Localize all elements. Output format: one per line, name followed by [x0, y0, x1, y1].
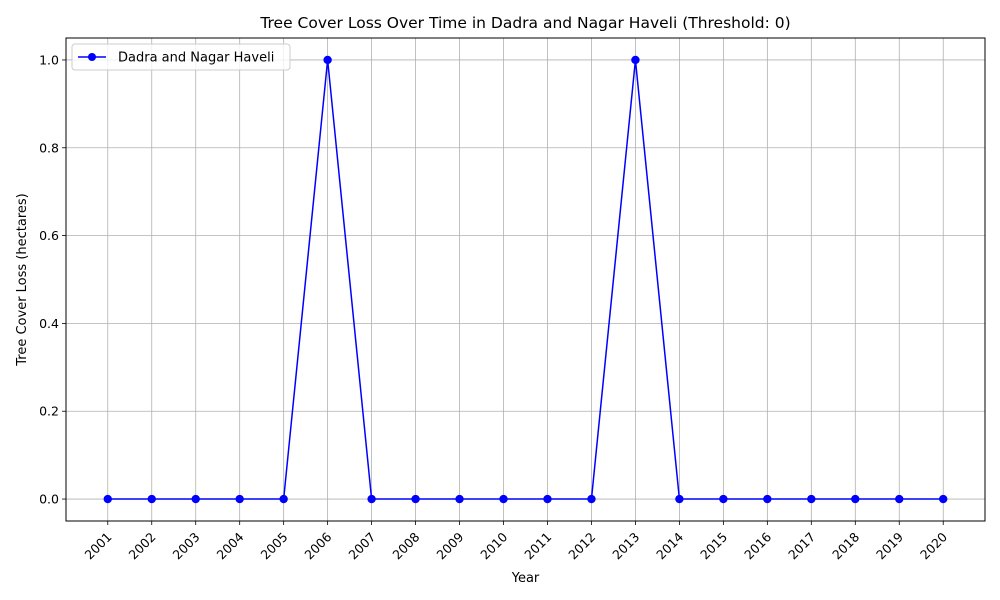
grid — [66, 38, 985, 521]
data-point — [191, 494, 200, 504]
x-tick-label: 2020 — [917, 529, 950, 562]
data-point — [499, 494, 508, 504]
x-tick-label: 2015 — [697, 529, 730, 562]
data-point — [587, 494, 596, 504]
x-tick-label: 2008 — [389, 529, 422, 562]
data-point — [455, 494, 464, 504]
legend: Dadra and Nagar Haveli — [71, 43, 291, 71]
data-point — [103, 494, 112, 504]
series-layer — [103, 55, 948, 504]
x-tick-label: 2016 — [741, 529, 774, 562]
x-tick-label: 2019 — [873, 529, 906, 562]
x-tick-label: 2018 — [829, 529, 862, 562]
data-point — [895, 494, 904, 504]
data-point — [323, 55, 332, 65]
x-tick-label: 2005 — [257, 529, 290, 562]
x-tick-label: 2007 — [345, 529, 378, 562]
data-point — [807, 494, 816, 504]
chart-title: Tree Cover Loss Over Time in Dadra and N… — [259, 14, 790, 32]
x-tick-label: 2006 — [301, 529, 334, 562]
legend-marker-swatch — [88, 53, 96, 61]
data-point — [367, 494, 376, 504]
y-tick-label: 0.4 — [39, 316, 59, 331]
y-tick-label: 0.0 — [39, 492, 59, 507]
y-tick-label: 0.6 — [39, 228, 59, 243]
x-tick-label: 2013 — [609, 529, 642, 562]
y-axis-label: Tree Cover Loss (hectares) — [15, 193, 30, 367]
data-point — [411, 494, 420, 504]
x-tick-label: 2010 — [477, 529, 510, 562]
data-point — [235, 494, 244, 504]
legend-box — [71, 43, 291, 71]
data-point — [763, 494, 772, 504]
x-tick-label: 2012 — [565, 529, 598, 562]
data-point — [631, 55, 640, 65]
x-tick-label: 2002 — [126, 529, 159, 562]
data-point — [719, 494, 728, 504]
data-point — [279, 494, 288, 504]
y-tick-label: 0.2 — [39, 404, 59, 419]
x-tick-label: 2011 — [521, 529, 554, 562]
x-tick-label: 2009 — [433, 529, 466, 562]
x-axis-label: Year — [511, 571, 540, 586]
data-point — [147, 494, 156, 504]
plot-frame — [65, 37, 986, 522]
x-tick-label: 2017 — [785, 529, 818, 562]
x-tick-label: 2003 — [170, 529, 203, 562]
x-axis-ticks: 2001 2002 2003 2004 2005 2006 2007 2008 2009 2010… — [82, 521, 950, 562]
data-point — [675, 494, 684, 504]
y-tick-label: 1.0 — [39, 52, 59, 67]
x-tick-label: 2001 — [82, 529, 115, 562]
y-tick-label: 0.8 — [39, 140, 59, 155]
x-tick-label: 2004 — [213, 529, 246, 562]
data-point — [543, 494, 552, 504]
data-point — [939, 494, 948, 504]
y-axis-ticks: 0.0 0.2 0.4 0.6 0.8 1.0 — [39, 52, 66, 507]
x-tick-label: 2014 — [653, 529, 686, 562]
data-point — [851, 494, 860, 504]
legend-label: Dadra and Nagar Haveli — [118, 51, 274, 66]
series-line — [107, 59, 944, 500]
